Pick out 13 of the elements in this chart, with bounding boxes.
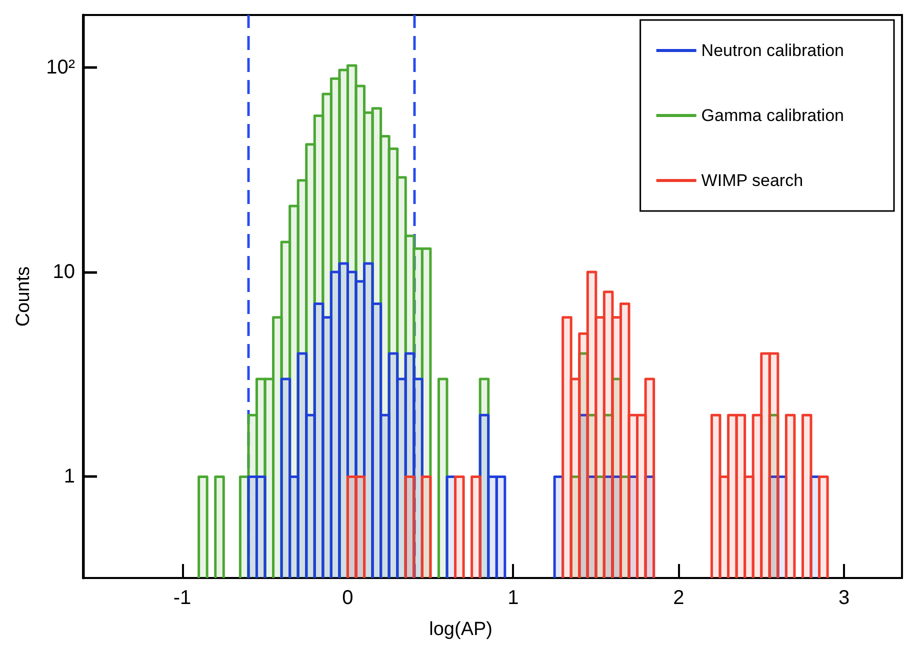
x-tick-label: 1: [508, 587, 519, 609]
y-tick-label: 1: [64, 466, 75, 488]
y-tick-label: 10: [52, 260, 75, 283]
x-tick-label: 2: [673, 587, 684, 609]
y-tick-label: 10²: [46, 56, 76, 78]
legend-label: Gamma calibration: [701, 106, 844, 125]
x-tick-label: 0: [342, 587, 354, 609]
legend-label: Neutron calibration: [701, 41, 844, 60]
legend-label: WIMP search: [701, 171, 804, 190]
y-axis-title: Counts: [13, 266, 34, 327]
x-axis-title: log(AP): [429, 619, 492, 640]
x-tick-label: 3: [838, 587, 850, 609]
x-tick-label: -1: [173, 587, 192, 609]
